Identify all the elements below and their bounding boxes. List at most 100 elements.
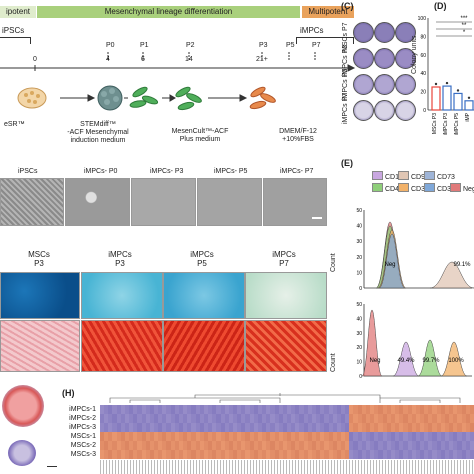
heatmap-cell: [440, 414, 446, 423]
heatmap-cell: [145, 441, 151, 450]
heatmap-cell: [370, 450, 375, 459]
heatmap-cell: [174, 441, 180, 450]
day-4: 4: [106, 56, 110, 63]
heatmap-cell: [349, 423, 354, 432]
colony-plate: [395, 74, 416, 95]
heatmap-cell: [378, 414, 383, 423]
cell-illustrations: [17, 85, 276, 111]
heatmap-cell: [316, 450, 321, 459]
heatmap-cell: [116, 405, 122, 414]
pellet-scale-bar: [47, 466, 57, 467]
heatmap-cell: [162, 450, 167, 459]
heatmap-cell: [232, 450, 238, 459]
legend-swatch: [372, 183, 383, 192]
colony-plate: [353, 100, 374, 121]
heatmap-cell: [228, 450, 234, 459]
heatmap-cell: [336, 423, 342, 432]
heatmap-cell: [345, 423, 350, 432]
timeline-band-mesenchymal: Mesenchymal lineage differentiation: [37, 6, 300, 18]
heatmap-cell: [149, 423, 155, 432]
heatmap-cell: [357, 405, 363, 414]
y-tick-label: 100: [418, 16, 427, 22]
heatmap-cell: [469, 423, 474, 432]
heatmap-cell: [199, 432, 205, 441]
stain-label-3-line2: P7: [279, 259, 289, 268]
heatmap-cell: [436, 405, 442, 414]
heatmap-cell: [212, 423, 217, 432]
heatmap-cell: [100, 450, 105, 459]
heatmap-cell: [324, 450, 329, 459]
heatmap-cell: [124, 405, 130, 414]
heatmap-cell: [428, 405, 433, 414]
heatmap-row-label: MSCs-3: [70, 451, 96, 458]
heatmap-cell: [129, 450, 134, 459]
heatmap-cell: [241, 414, 246, 423]
significance-label: ***: [460, 16, 468, 22]
heatmap-cell: [195, 423, 201, 432]
heatmap-cell: [133, 414, 138, 423]
heatmap-cell: [365, 441, 371, 450]
heatmap-cell: [465, 432, 471, 441]
heatmap-cell: [199, 441, 205, 450]
heatmap-cell: [432, 414, 437, 423]
stain-label-2: iMPCs P5: [162, 250, 242, 268]
heatmap-cell: [382, 432, 388, 441]
colony-plate: [353, 22, 374, 43]
heatmap-row-labels: iMPCs-1 iMPCs-2 iMPCs-3 MSCs-1 MSCs-2 MSCs-3: [58, 405, 98, 459]
heatmap-cell: [424, 432, 429, 441]
heatmap-cell: [449, 414, 454, 423]
stain-label-1-line1: iMPCs: [108, 250, 132, 259]
heatmap-cell: [332, 405, 338, 414]
heatmap-cell: [382, 423, 388, 432]
heatmap-cell: [453, 423, 458, 432]
heatmap-cell: [299, 414, 304, 423]
heatmap-cell: [257, 405, 263, 414]
y-tick-label: 50: [356, 302, 362, 308]
timeline-band-pluripotent: ipotent: [0, 6, 36, 18]
heatmap-cell: [278, 414, 284, 423]
heatmap-cell: [116, 441, 122, 450]
heatmap-cell: [365, 432, 371, 441]
heatmap-cell: [262, 450, 267, 459]
y-tick-label: 10: [356, 270, 362, 276]
heatmap-cell: [370, 432, 375, 441]
legend-label: CD34: [411, 186, 429, 193]
heatmap-cell: [220, 441, 225, 450]
heatmap-cell: [386, 405, 392, 414]
gate-label: Neg: [384, 262, 395, 268]
heatmap-cell: [278, 450, 284, 459]
heatmap-cell: [332, 423, 338, 432]
heatmap-cell: [291, 432, 296, 441]
heatmap-cell: [270, 414, 275, 423]
heatmap-cell: [424, 450, 429, 459]
heatmap-cell: [440, 432, 446, 441]
heatmap-cell: [432, 432, 437, 441]
heatmap-cell: [262, 405, 267, 414]
heatmap-cell: [241, 432, 246, 441]
heatmap-cell: [245, 450, 250, 459]
histogram-peak: [417, 339, 443, 377]
heatmap-cell: [345, 405, 350, 414]
heatmap-cell: [224, 450, 230, 459]
heatmap-cell: [361, 441, 367, 450]
stain-label-0: MSCs P3: [0, 250, 78, 268]
heatmap-cell: [199, 405, 205, 414]
histogram-peak: [440, 341, 468, 377]
heatmap-cell: [158, 405, 163, 414]
heatmap-cell: [270, 432, 275, 441]
legend-swatch: [372, 171, 383, 180]
heatmap-cell: [382, 405, 388, 414]
heatmap-cell: [299, 423, 304, 432]
heatmap-cell: [469, 414, 474, 423]
colony-plate: [395, 100, 416, 121]
heatmap-cell: [424, 405, 429, 414]
heatmap-cell: [245, 423, 250, 432]
heatmap-cell: [249, 450, 255, 459]
colony-plate: [374, 22, 395, 43]
heatmap-cell: [440, 450, 446, 459]
heatmap-cell: [174, 432, 180, 441]
panel-e-ylabel-top: Count: [330, 253, 337, 272]
heatmap-cell: [195, 450, 201, 459]
heatmap-cell: [104, 423, 109, 432]
heatmap-cell: [228, 414, 234, 423]
